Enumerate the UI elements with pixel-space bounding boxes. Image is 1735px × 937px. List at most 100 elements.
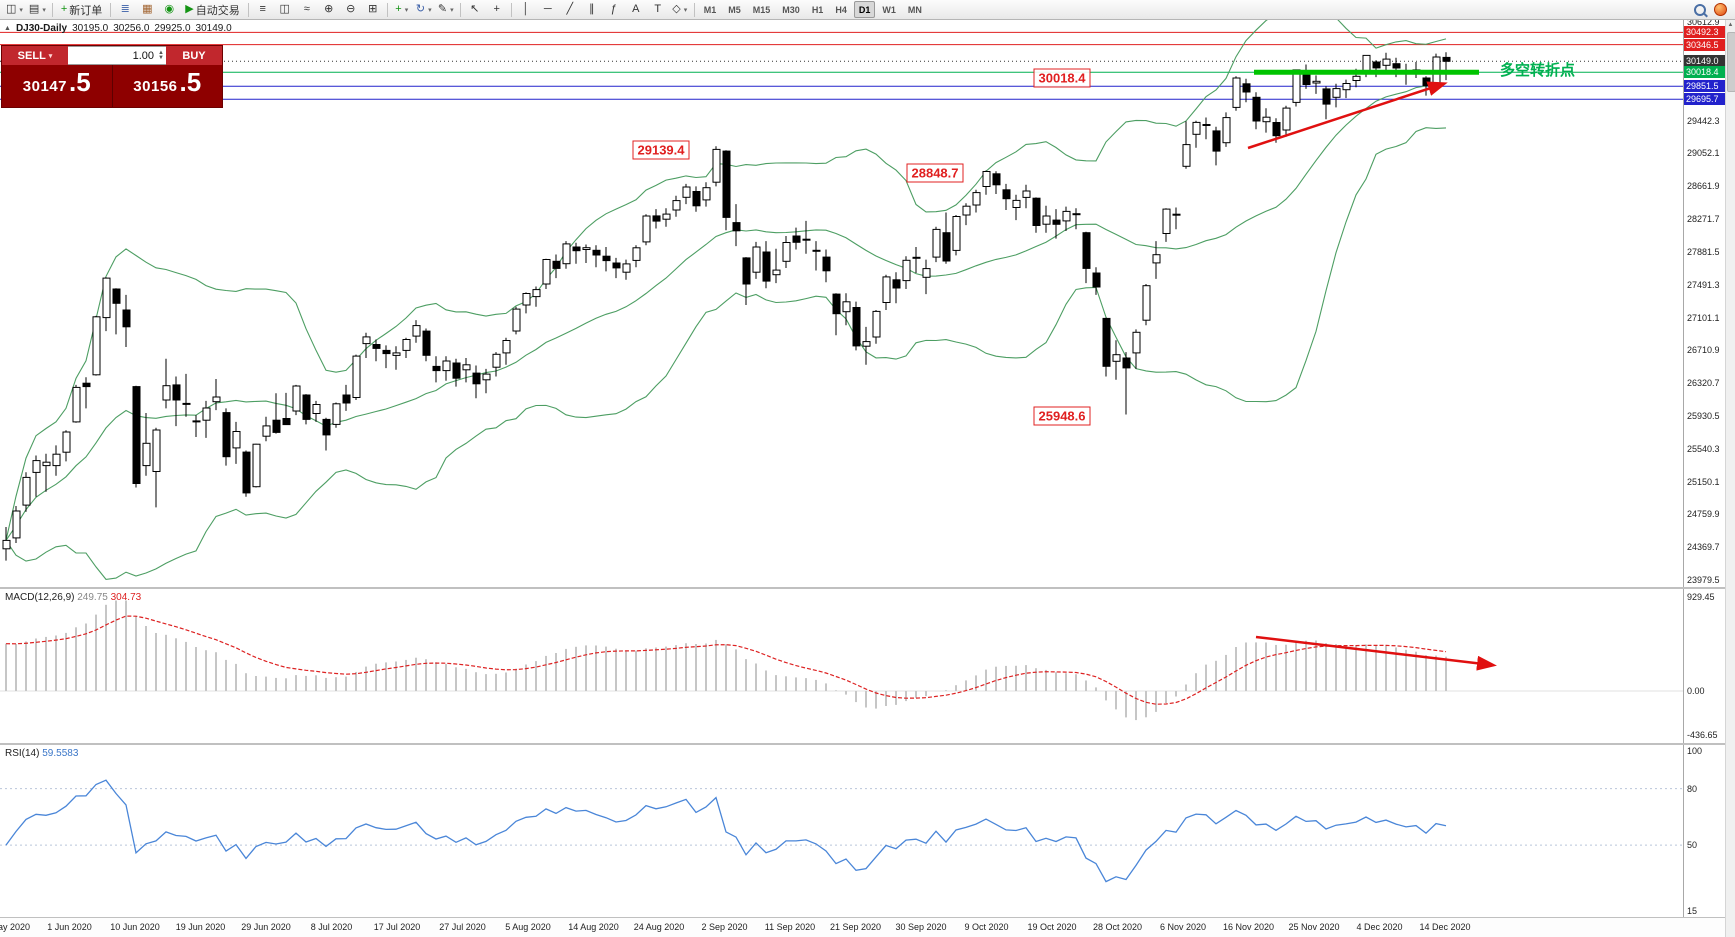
macd-main-value: 249.75 [77, 592, 108, 603]
macd-axis-label: -436.65 [1687, 730, 1718, 741]
toolbar-separator [386, 2, 388, 17]
macd-signal-value: 304.73 [110, 592, 142, 603]
macd-plot[interactable] [0, 589, 1683, 743]
symbol-title: DJ30-Daily [15, 23, 68, 34]
date-axis[interactable]: 22 May 2020 1 Jun 2020 10 Jun 2020 19 Jun 2… [0, 918, 1725, 937]
cursor-icon[interactable]: ↖ [470, 3, 480, 15]
price-axis-label: 29052.1 [1687, 148, 1720, 159]
timeframe-M1[interactable]: M1 [703, 4, 717, 15]
macd-axis[interactable]: 929.45 0.00 -436.65 [1683, 589, 1725, 743]
rsi-value: 59.5583 [42, 748, 79, 759]
price-line-label: 30018.4 [1684, 66, 1725, 79]
buy-button[interactable]: BUY [166, 46, 222, 65]
price-axis-label: 23979.5 [1687, 575, 1720, 585]
price-axis-label: 29442.3 [1687, 115, 1720, 126]
new-chart-icon[interactable]: ◫ ▾ [6, 3, 23, 15]
price-callout[interactable]: 28848.7 [906, 163, 964, 183]
rsi-panel: RSI(14) 59.5583 100 80 50 15 [0, 745, 1725, 917]
pivot-point-label[interactable]: 多空转折点 [1500, 62, 1576, 79]
price-chart-plot[interactable] [0, 20, 1683, 587]
price-callout[interactable]: 30018.4 [1033, 68, 1091, 88]
date-label: 16 Nov 2020 [1222, 922, 1275, 932]
market-depth-icon[interactable]: ≣ [120, 3, 130, 15]
timeframe-W1[interactable]: W1 [882, 4, 896, 15]
notifications-icon[interactable] [1714, 3, 1727, 16]
sell-button[interactable]: SELL ▾ [2, 46, 68, 65]
rsi-axis-label: 15 [1687, 905, 1698, 916]
date-label: 17 Jul 2020 [373, 922, 421, 932]
timeframe-MN[interactable]: MN [907, 4, 922, 15]
rsi-axis[interactable]: 100 80 50 15 [1683, 745, 1725, 917]
timeframe-H1[interactable]: H1 [811, 4, 824, 15]
buy-price-display[interactable]: 30156.5 [133, 67, 202, 97]
sell-dropdown-icon[interactable]: ▾ [48, 52, 53, 60]
timeframe-D1[interactable]: D1 [853, 1, 876, 18]
timeframe-M15[interactable]: M15 [752, 4, 771, 15]
trendline-icon[interactable]: ╱ [566, 3, 574, 15]
bar-chart-type-icon[interactable]: ≡ [259, 3, 266, 15]
price-callout[interactable]: 29139.4 [632, 140, 690, 160]
macd-title: MACD(12,26,9) 249.75 304.73 [5, 592, 142, 603]
crosshair-icon[interactable]: + [493, 3, 500, 15]
lot-increase-button[interactable]: ▲ [158, 49, 164, 56]
panel-separator[interactable] [0, 743, 1725, 745]
toolbar-right [1694, 3, 1732, 16]
line-chart-type-icon[interactable]: ≈ [303, 3, 310, 15]
price-axis-label: 27101.1 [1687, 312, 1720, 323]
lot-decrease-button[interactable]: ▼ [158, 54, 164, 61]
zoom-in-icon[interactable]: ⊕ [324, 3, 334, 15]
price-callout[interactable]: 25948.6 [1033, 406, 1091, 426]
period-refresh-icon[interactable]: ↻ ▾ [415, 3, 432, 15]
economic-calendar-icon[interactable]: ▦ [142, 3, 153, 15]
rsi-title: RSI(14) 59.5583 [5, 748, 79, 759]
sell-price-display[interactable]: 30147.5 [2, 65, 113, 107]
scroll-up-icon[interactable]: ▲ [1727, 22, 1734, 28]
toolbar-separator [51, 2, 53, 17]
objects-list-icon[interactable]: ✎ ▾ [437, 3, 454, 15]
vertical-scrollbar[interactable]: ▲ [1725, 20, 1735, 937]
date-label: 19 Oct 2020 [1027, 922, 1077, 932]
chart-profiles-icon[interactable]: ▤ ▾ [28, 3, 46, 15]
autotrading-button[interactable]: ▶ 自动交易 [185, 3, 240, 17]
vertical-line-icon[interactable]: │ [522, 3, 530, 15]
equidistant-channel-icon[interactable]: ∥ [589, 3, 595, 15]
scrollbar-thumb[interactable] [1727, 32, 1735, 92]
lot-size-input[interactable]: 1.00 ▲ ▼ [68, 46, 166, 65]
date-label: 19 Jun 2020 [175, 922, 226, 932]
auto-arrange-icon[interactable]: ⊞ [368, 3, 378, 15]
price-axis-label: 28661.9 [1687, 181, 1720, 192]
candle-chart-type-icon[interactable]: ◫ [279, 3, 290, 15]
date-label: 6 Nov 2020 [1159, 922, 1207, 932]
date-label: 2 Sep 2020 [701, 922, 748, 932]
date-label: 27 Jul 2020 [439, 922, 486, 932]
text-tool-icon[interactable]: A [632, 3, 640, 15]
search-icon[interactable] [1694, 3, 1706, 16]
price-axis-label: 25150.1 [1687, 476, 1720, 487]
rsi-plot[interactable] [0, 745, 1683, 917]
panel-separator[interactable] [0, 587, 1725, 589]
alerts-icon[interactable]: ◉ [164, 3, 175, 15]
ohlc-low: 29925.0 [154, 23, 191, 34]
indicators-add-icon[interactable]: + ▾ [395, 3, 409, 15]
date-label: 14 Aug 2020 [568, 922, 619, 932]
fibonacci-icon[interactable]: ƒ [610, 3, 617, 15]
zoom-out-icon[interactable]: ⊖ [346, 3, 356, 15]
new-order-button[interactable]: + 新订单 [60, 3, 103, 17]
price-axis-label: 26710.9 [1687, 345, 1720, 356]
timeframe-M5[interactable]: M5 [728, 4, 741, 15]
date-label: 30 Sep 2020 [895, 922, 947, 932]
horizontal-line-icon[interactable]: ─ [543, 3, 552, 15]
collapse-icon[interactable]: ▲ [4, 25, 11, 32]
date-label: 5 Aug 2020 [505, 922, 551, 932]
main-chart-panel: ▲ DJ30-Daily 30195.0 30256.0 29925.0 301… [0, 20, 1725, 587]
ohlc-open: 30195.0 [72, 23, 109, 34]
shapes-icon[interactable]: ◇ ▾ [672, 3, 688, 15]
timeframe-H4[interactable]: H4 [835, 4, 847, 15]
price-axis-label: 25540.3 [1687, 443, 1720, 454]
price-axis-label: 28271.7 [1687, 214, 1720, 225]
label-tool-icon[interactable]: T [654, 3, 662, 15]
price-axis[interactable]: 30612.9 29442.3 29052.1 28661.9 28271.7 27881… [1683, 20, 1725, 587]
price-axis-label: 27881.5 [1687, 246, 1720, 257]
rsi-axis-label: 80 [1687, 783, 1698, 794]
timeframe-M30[interactable]: M30 [782, 4, 800, 15]
